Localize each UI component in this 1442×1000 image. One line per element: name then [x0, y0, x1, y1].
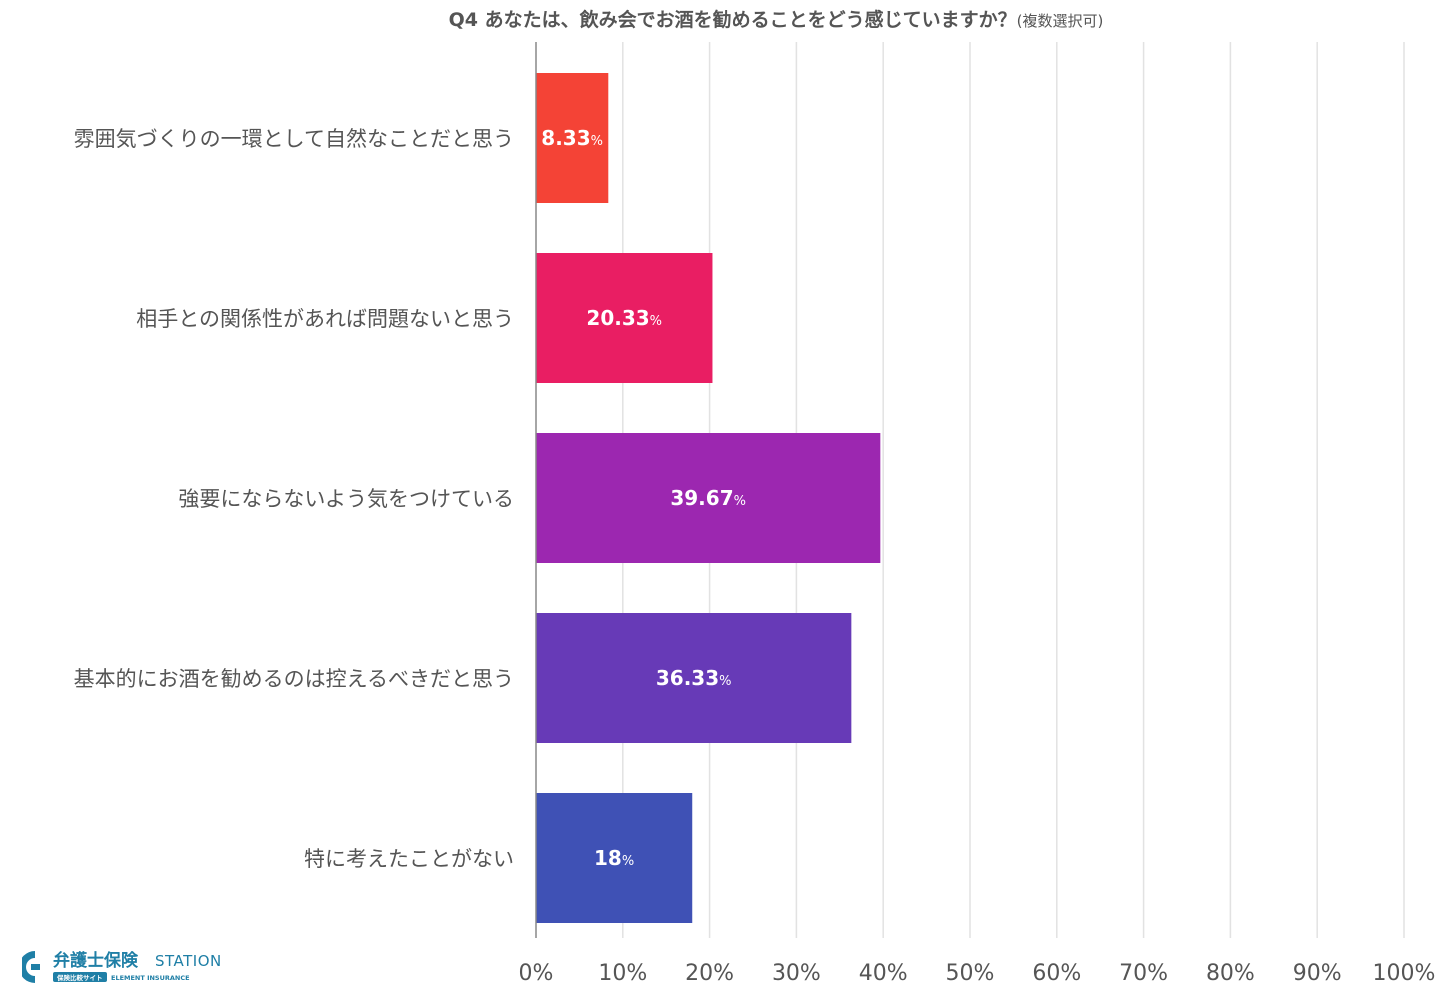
logo-tagline: 保険比較サイト — [56, 973, 103, 982]
x-tick-label: 0% — [519, 961, 554, 986]
bar-value-label: 20.33% — [586, 306, 662, 330]
category-label: 特に考えたことがない — [304, 847, 514, 871]
category-labels: 雰囲気づくりの一環として自然なことだと思う相手との関係性があれば問題ないと思う強… — [74, 127, 514, 871]
bar — [536, 253, 713, 383]
chart-title-main: Q4 あなたは、飲み会でお酒を勧めることをどう感じていますか？ — [449, 8, 1017, 31]
category-label: 雰囲気づくりの一環として自然なことだと思う — [74, 127, 514, 151]
logo-main-text: 弁護士保険 — [53, 950, 139, 971]
bars: 8.33% 20.33% 39.67% 36.33% 18% — [536, 73, 881, 923]
x-tick-label: 80% — [1206, 961, 1255, 986]
bar — [536, 433, 881, 563]
brand-logo: 弁護士保険 STATION 保険比較サイト ELEMENT INSURANCE — [22, 950, 222, 983]
x-tick-label: 50% — [946, 961, 995, 986]
logo-company: ELEMENT INSURANCE — [111, 974, 190, 982]
category-label: 基本的にお酒を勧めるのは控えるべきだと思う — [74, 667, 514, 691]
bar — [536, 613, 852, 743]
category-label: 相手との関係性があれば問題ないと思う — [136, 307, 514, 331]
chart-title: Q4 あなたは、飲み会でお酒を勧めることをどう感じていますか？(複数選択可) — [449, 8, 1104, 31]
chart-subtitle: (複数選択可) — [1017, 12, 1104, 30]
bar-value-label: 39.67% — [670, 486, 746, 510]
bar-value-label: 8.33% — [541, 126, 603, 150]
x-tick-label: 30% — [772, 961, 821, 986]
x-tick-label: 100% — [1373, 961, 1436, 986]
category-label: 強要にならないよう気をつけている — [178, 487, 514, 511]
x-tick-label: 90% — [1293, 961, 1342, 986]
bar-value-label: 36.33% — [656, 666, 732, 690]
x-tick-label: 40% — [859, 961, 908, 986]
bar — [536, 793, 693, 923]
x-tick-label: 10% — [598, 961, 647, 986]
x-axis-tick-labels: 0% 10% 20% 30% 40% 50% 60% 70% 80% 90% 100% — [519, 961, 1436, 986]
bar — [536, 73, 609, 203]
logo-mark-icon — [22, 951, 40, 983]
grid-lines — [622, 42, 1405, 938]
x-tick-label: 70% — [1119, 961, 1168, 986]
x-tick-label: 20% — [685, 961, 734, 986]
logo-tagline-badge — [53, 972, 107, 982]
x-tick-label: 60% — [1032, 961, 1081, 986]
logo-station-text: STATION — [155, 952, 222, 970]
bar-value-label: 18% — [594, 846, 634, 870]
